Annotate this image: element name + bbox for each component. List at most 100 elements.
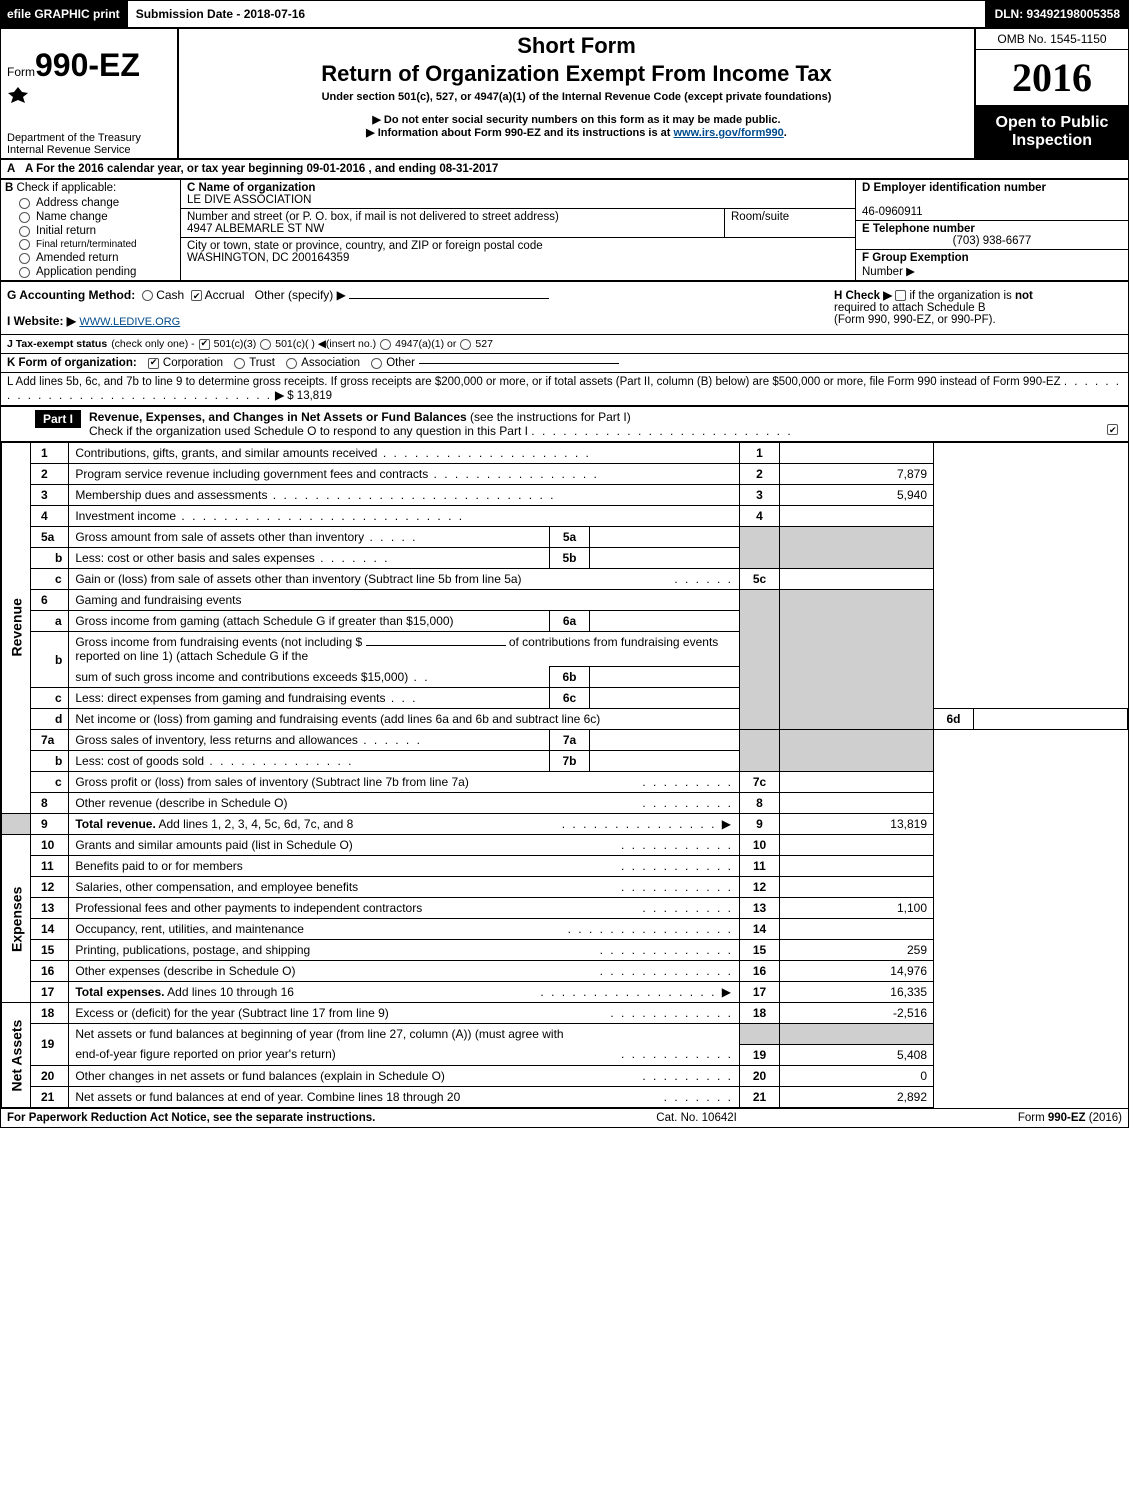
top-bar: efile GRAPHIC print Submission Date - 20… xyxy=(1,1,1128,27)
g-other-blank[interactable] xyxy=(349,298,549,299)
footer-mid: Cat. No. 10642I xyxy=(656,1112,737,1124)
r11-num: 11 xyxy=(31,856,69,877)
r5-shade xyxy=(740,527,780,569)
city-label: City or town, state or province, country… xyxy=(187,240,543,252)
chk-label: Initial return xyxy=(36,225,96,237)
footer-right-form: 990-EZ xyxy=(1048,1112,1086,1124)
j-paren: (check only one) - xyxy=(111,338,194,350)
r2-val: 7,879 xyxy=(780,464,934,485)
g-accounting: G Accounting Method: Cash Accrual Other … xyxy=(1,282,828,334)
r17-val: 16,335 xyxy=(780,982,934,1003)
h-text2: required to attach Schedule B xyxy=(834,302,986,314)
r19-shade xyxy=(740,1024,780,1045)
h-text3: (Form 990, 990-EZ, or 990-PF). xyxy=(834,314,996,326)
row-7b: b Less: cost of goods sold . . . . . . .… xyxy=(2,751,1128,772)
dept-line1: Department of the Treasury xyxy=(7,132,141,144)
k-o3: Association xyxy=(301,357,360,369)
irs-link[interactable]: www.irs.gov/form990 xyxy=(674,127,784,139)
chk-application-pending[interactable]: Application pending xyxy=(1,265,180,279)
r7c-code: 7c xyxy=(740,772,780,793)
section-def: D Employer identification number 46-0960… xyxy=(856,180,1128,280)
r7c-desc: Gross profit or (loss) from sales of inv… xyxy=(69,772,740,793)
j-o2: 501(c)( ) ◀(insert no.) xyxy=(275,338,376,350)
part-desc: Revenue, Expenses, and Changes in Net As… xyxy=(89,410,1128,438)
form-label: Form990-EZ xyxy=(1,29,177,86)
row-6c: c Less: direct expenses from gaming and … xyxy=(2,688,1128,709)
d-value: 46-0960911 xyxy=(862,206,923,218)
r18-num: 18 xyxy=(31,1003,69,1024)
chk-name-change[interactable]: Name change xyxy=(1,210,180,224)
r3-desc: Membership dues and assessments . . . . … xyxy=(69,485,740,506)
r21-code: 21 xyxy=(740,1086,780,1107)
instruction-line-2: ▶ Information about Form 990-EZ and its … xyxy=(187,126,966,139)
r9-code: 9 xyxy=(740,814,780,835)
g-prefix: G Accounting Method: xyxy=(7,288,135,302)
chk-final-return[interactable]: Final return/terminated xyxy=(1,238,180,251)
row-7c: c Gross profit or (loss) from sales of i… xyxy=(2,772,1128,793)
r4-code: 4 xyxy=(740,506,780,527)
chk-h[interactable] xyxy=(895,290,906,301)
r2-desc: Program service revenue including govern… xyxy=(69,464,740,485)
chk-schedule-o[interactable] xyxy=(1107,424,1118,435)
chk-corp[interactable] xyxy=(148,358,159,369)
row-13: 13 Professional fees and other payments … xyxy=(2,898,1128,919)
e-label: E Telephone number xyxy=(862,223,975,235)
r1-val xyxy=(780,442,934,464)
chk-501c3[interactable] xyxy=(199,339,210,350)
chk-label: Final return/terminated xyxy=(36,239,137,250)
r6-shade xyxy=(740,590,780,730)
chk-accrual[interactable] xyxy=(191,290,202,301)
chk-amended-return[interactable]: Amended return xyxy=(1,251,180,265)
chk-cash[interactable] xyxy=(142,290,153,301)
efile-label: efile GRAPHIC print xyxy=(1,1,128,27)
d-box: D Employer identification number 46-0960… xyxy=(856,180,1128,221)
r3-code: 3 xyxy=(740,485,780,506)
chk-initial-return[interactable]: Initial return xyxy=(1,224,180,238)
r6c-num: c xyxy=(31,688,69,709)
r2-code: 2 xyxy=(740,464,780,485)
r11-desc: Benefits paid to or for members. . . . .… xyxy=(69,856,740,877)
chk-address-change[interactable]: Address change xyxy=(1,196,180,210)
chk-501c[interactable] xyxy=(260,339,271,350)
r6a-desc: Gross income from gaming (attach Schedul… xyxy=(69,611,550,632)
a-label: A xyxy=(7,163,21,175)
r18-code: 18 xyxy=(740,1003,780,1024)
g-cash: Cash xyxy=(156,288,184,302)
r9-num: 9 xyxy=(31,814,69,835)
form-number: 990-EZ xyxy=(35,47,140,83)
r10-val xyxy=(780,835,934,856)
r6a-mini: 6a xyxy=(550,611,590,632)
r7-shade xyxy=(740,730,780,772)
chk-4947[interactable] xyxy=(380,339,391,350)
r18-desc: Excess or (deficit) for the year (Subtra… xyxy=(69,1003,740,1024)
row-10: Expenses 10 Grants and similar amounts p… xyxy=(2,835,1128,856)
g-accrual: Accrual xyxy=(205,288,245,302)
r5c-code: 5c xyxy=(740,569,780,590)
chk-527[interactable] xyxy=(460,339,471,350)
r6b-blank[interactable] xyxy=(366,645,506,646)
r9-val: 13,819 xyxy=(780,814,934,835)
k-other-blank[interactable] xyxy=(419,363,619,364)
chk-trust[interactable] xyxy=(234,358,245,369)
r8-code: 8 xyxy=(740,793,780,814)
r10-desc: Grants and similar amounts paid (list in… xyxy=(69,835,740,856)
a-end: 08-31-2017 xyxy=(439,163,498,175)
part-subline: Check if the organization used Schedule … xyxy=(89,424,528,438)
row-6d: d Net income or (loss) from gaming and f… xyxy=(2,709,1128,730)
j-o1: 501(c)(3) xyxy=(214,338,257,350)
website-link[interactable]: WWW.LEDIVE.ORG xyxy=(79,316,180,328)
r7b-minival xyxy=(590,751,740,772)
a-mid: , and ending xyxy=(365,163,439,175)
r6d-val xyxy=(974,709,1128,730)
chk-assoc[interactable] xyxy=(286,358,297,369)
part-dots: . . . . . . . . . . . . . . . . . . . . … xyxy=(531,424,792,438)
form-title: Return of Organization Exempt From Incom… xyxy=(187,61,966,87)
footer-left: For Paperwork Reduction Act Notice, see … xyxy=(7,1112,375,1124)
row-16: 16 Other expenses (describe in Schedule … xyxy=(2,961,1128,982)
chk-other[interactable] xyxy=(371,358,382,369)
addr-value: 4947 ALBEMARLE ST NW xyxy=(187,223,324,235)
chk-label: Name change xyxy=(36,211,108,223)
part-title: Revenue, Expenses, and Changes in Net As… xyxy=(89,410,467,424)
chk-label: Address change xyxy=(36,197,119,209)
footer-right-suffix: (2016) xyxy=(1086,1112,1122,1124)
